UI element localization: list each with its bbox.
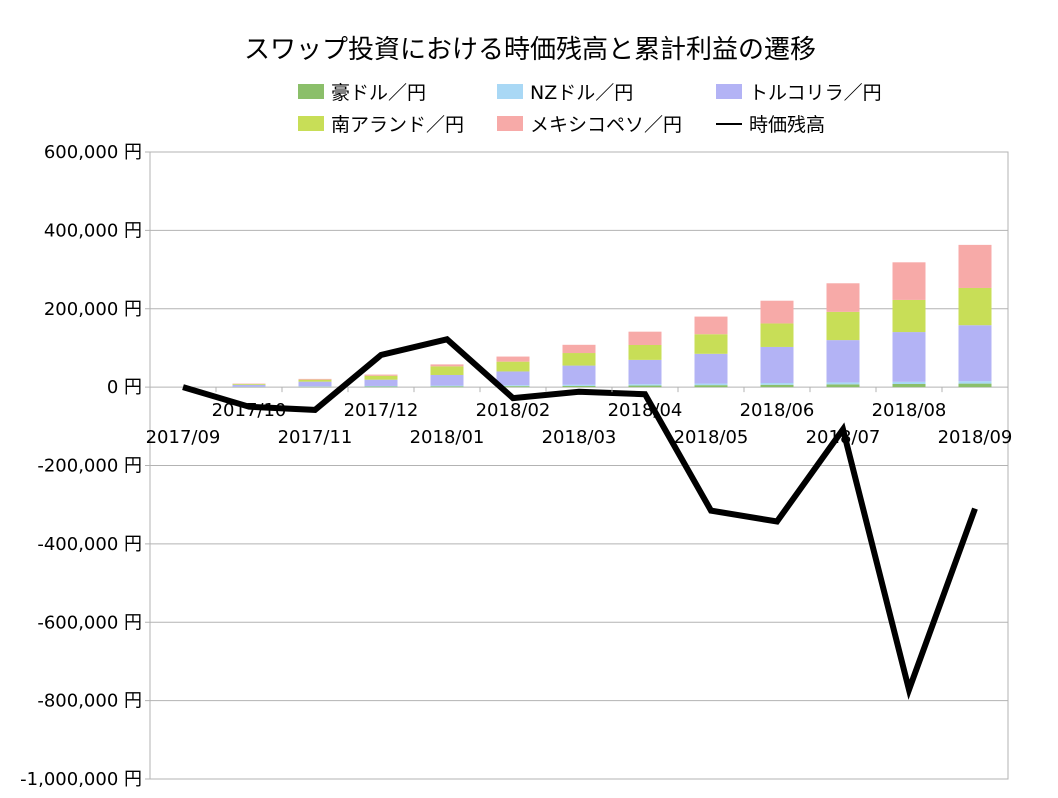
bar-segment	[563, 345, 596, 353]
line-series-market-value	[183, 339, 975, 689]
bar-segment	[695, 334, 728, 354]
bar-segment	[497, 362, 530, 372]
bar-segment	[893, 384, 926, 387]
line-layer	[183, 339, 975, 689]
xtick-label: 2018/02	[476, 400, 551, 421]
legend-swatch	[716, 84, 742, 99]
bar-segment	[959, 325, 992, 381]
ytick-label: -400,000 円	[37, 534, 142, 555]
bar-segment	[431, 364, 464, 366]
bar-segment	[959, 384, 992, 388]
xtick-label: 2017/10	[212, 400, 287, 421]
bar-segment	[629, 386, 662, 388]
ytick-label: 400,000 円	[44, 220, 142, 241]
xtick-label: 2017/11	[278, 427, 353, 448]
xtick-label: 2018/04	[608, 400, 683, 421]
bar-segment	[695, 384, 728, 386]
bar-segment	[563, 385, 596, 386]
bar-segment	[563, 386, 596, 387]
bar-segment	[893, 300, 926, 332]
bar-segment	[563, 366, 596, 385]
bar-segment	[695, 317, 728, 335]
bar-segment	[827, 283, 860, 312]
bar-segment	[365, 386, 398, 387]
xtick-label: 2018/01	[410, 427, 485, 448]
ytick-label: -200,000 円	[37, 456, 142, 477]
xtick-label: 2018/07	[806, 427, 881, 448]
bar-segment	[299, 382, 332, 387]
bar-segment	[761, 301, 794, 324]
xtick-label: 2017/12	[344, 400, 419, 421]
bars-layer	[233, 245, 992, 387]
bar-segment	[827, 382, 860, 384]
bar-segment	[893, 262, 926, 300]
chart-title: スワップ投資における時価残高と累計利益の遷移	[244, 35, 816, 65]
legend-label: 時価残高	[749, 114, 825, 136]
bar-segment	[365, 380, 398, 386]
bar-segment	[893, 382, 926, 384]
bar-segment	[233, 384, 266, 385]
bar-segment	[365, 387, 398, 388]
bar-segment	[893, 332, 926, 382]
ytick-label: 200,000 円	[44, 299, 142, 320]
legend-label: トルコリラ／円	[749, 82, 882, 104]
bar-segment	[761, 347, 794, 383]
bar-segment	[827, 384, 860, 387]
bar-segment	[365, 376, 398, 380]
xtick-label: 2018/03	[542, 427, 617, 448]
bar-segment	[365, 375, 398, 376]
ytick-label: 600,000 円	[44, 142, 142, 163]
ytick-label: -600,000 円	[37, 612, 142, 633]
grid-layer	[150, 152, 1008, 779]
bar-segment	[431, 386, 464, 387]
xtick-label: 2018/05	[674, 427, 749, 448]
bar-segment	[827, 340, 860, 382]
bar-segment	[959, 288, 992, 325]
bar-segment	[431, 366, 464, 375]
legend-label: NZドル／円	[530, 82, 633, 104]
ytick-label: -800,000 円	[37, 691, 142, 712]
bar-segment	[299, 379, 332, 380]
bar-segment	[761, 385, 794, 387]
legend-swatch	[298, 84, 324, 99]
xtick-label: 2017/09	[146, 427, 221, 448]
legend-label: 豪ドル／円	[331, 82, 426, 104]
bar-segment	[497, 357, 530, 362]
legend-swatch	[497, 84, 523, 99]
bar-segment	[827, 312, 860, 340]
ytick-label: 0 円	[107, 377, 142, 398]
bar-segment	[563, 353, 596, 366]
legend-swatch	[497, 116, 523, 131]
bar-segment	[761, 323, 794, 347]
ytick-label: -1,000,000 円	[20, 769, 142, 790]
bar-segment	[431, 375, 464, 386]
bar-segment	[629, 360, 662, 384]
legend-label: 南アランド／円	[331, 114, 464, 136]
bar-segment	[695, 385, 728, 387]
bar-segment	[629, 384, 662, 385]
bar-segment	[959, 381, 992, 383]
bar-segment	[497, 371, 530, 385]
bar-segment	[431, 386, 464, 387]
xtick-label: 2018/06	[740, 400, 815, 421]
xtick-label: 2018/09	[938, 427, 1013, 448]
bar-segment	[629, 345, 662, 360]
legend-swatch	[298, 116, 324, 131]
bar-segment	[233, 385, 266, 387]
xtick-label: 2018/08	[872, 400, 947, 421]
bar-segment	[959, 245, 992, 288]
bar-segment	[761, 383, 794, 385]
legend-label: メキシコペソ／円	[530, 114, 682, 136]
bar-segment	[299, 380, 332, 382]
bar-segment	[629, 332, 662, 345]
bar-segment	[695, 354, 728, 384]
